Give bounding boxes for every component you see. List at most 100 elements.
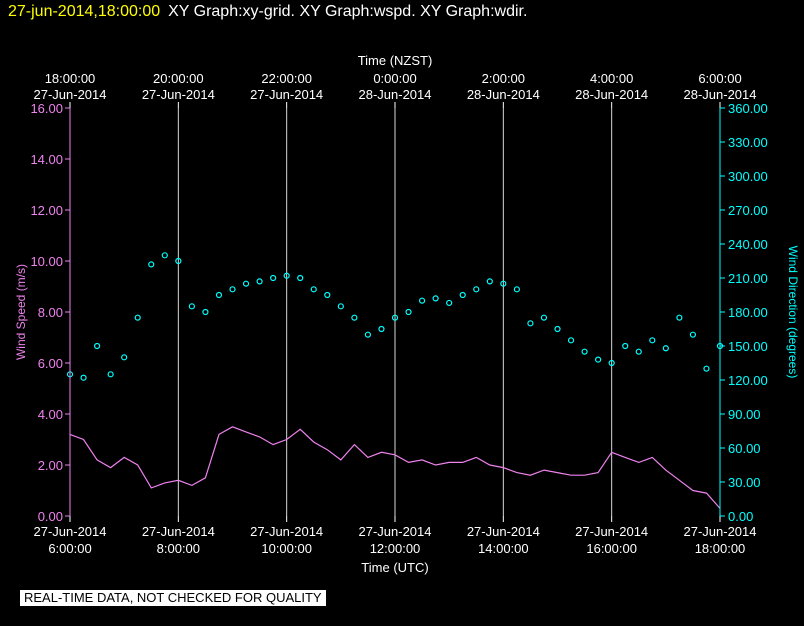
- x-tick-label-date: 27-Jun-2014: [250, 524, 323, 539]
- right-tick-label: 180.00: [728, 305, 768, 320]
- wind-direction-point: [662, 345, 669, 352]
- timestamp: 27-jun-2014,18:00:00: [8, 3, 161, 20]
- wind-direction-point: [703, 365, 710, 372]
- x-tick-label-time: 16:00:00: [586, 541, 637, 556]
- wind-direction-point: [513, 286, 520, 293]
- wind-direction-point: [242, 280, 250, 287]
- wind-direction-point: [676, 314, 683, 321]
- top-tick-label-time: 4:00:00: [590, 71, 633, 86]
- wind-direction-point: [432, 295, 439, 302]
- graph-titles: XY Graph:xy-grid. XY Graph:wspd. XY Grap…: [168, 3, 528, 20]
- wind-direction-point: [527, 320, 534, 327]
- right-tick-label: 30.00: [728, 475, 761, 490]
- wind-direction-point: [175, 257, 182, 265]
- right-tick-label: 270.00: [728, 203, 768, 218]
- top-tick-label-date: 28-Jun-2014: [684, 87, 757, 102]
- left-tick-label: 12.00: [30, 203, 63, 218]
- left-tick-label: 16.00: [30, 101, 63, 116]
- right-tick-label: 330.00: [728, 135, 768, 150]
- wind-direction-point: [391, 314, 399, 321]
- bottom-axis-label: Time (UTC): [361, 560, 428, 575]
- x-tick-label-time: 18:00:00: [695, 541, 746, 556]
- right-tick-label: 0.00: [728, 509, 753, 524]
- wind-direction-point: [283, 272, 290, 279]
- x-tick-label-date: 27-Jun-2014: [467, 524, 540, 539]
- x-tick-label-date: 27-Jun-2014: [684, 524, 757, 539]
- left-axis-label: Wind Speed (m/s): [14, 264, 28, 360]
- wind-direction-point: [107, 371, 114, 378]
- wind-direction-point: [446, 299, 453, 307]
- x-tick-label-date: 27-Jun-2014: [34, 524, 107, 539]
- left-tick-label: 6.00: [38, 356, 63, 371]
- wind-direction-point: [473, 286, 480, 293]
- x-tick-label-time: 12:00:00: [370, 541, 421, 556]
- wind-direction-point: [689, 331, 697, 338]
- wind-direction-point: [134, 314, 141, 321]
- top-tick-label-date: 27-Jun-2014: [142, 87, 215, 102]
- wind-direction-point: [297, 274, 304, 282]
- wind-direction-point: [500, 280, 507, 287]
- grid-layer: [177, 108, 613, 516]
- x-tick-label-time: 8:00:00: [157, 541, 200, 556]
- right-tick-label: 210.00: [728, 271, 768, 286]
- top-tick-label-date: 28-Jun-2014: [359, 87, 432, 102]
- x-tick-label-date: 27-Jun-2014: [142, 524, 215, 539]
- wind-direction-point: [80, 374, 87, 381]
- wind-direction-point: [486, 278, 493, 285]
- top-tick-label-time: 18:00:00: [45, 71, 96, 86]
- wind-direction-point: [270, 274, 277, 282]
- top-tick-label-time: 22:00:00: [261, 71, 312, 86]
- x-tick-label-time: 10:00:00: [261, 541, 312, 556]
- top-axis-label: Time (NZST): [358, 53, 433, 68]
- wind-direction-point: [540, 314, 548, 321]
- wind-direction-point: [649, 337, 656, 344]
- right-tick-label: 360.00: [728, 101, 768, 116]
- wind-direction-point: [378, 325, 385, 333]
- top-tick-label-date: 27-Jun-2014: [34, 87, 107, 102]
- right-tick-label: 120.00: [728, 373, 768, 388]
- wind-direction-point: [93, 342, 101, 350]
- wind-direction-point: [324, 291, 331, 299]
- left-tick-label: 4.00: [38, 407, 63, 422]
- left-tick-label: 8.00: [38, 305, 63, 320]
- wind-direction-point: [351, 314, 358, 321]
- top-tick-label-time: 2:00:00: [482, 71, 525, 86]
- x-tick-label-date: 27-Jun-2014: [359, 524, 432, 539]
- wind-direction-point: [148, 261, 155, 268]
- wind-direction-point: [256, 278, 263, 285]
- wind-direction-point: [229, 286, 236, 293]
- axes-layer: [65, 102, 725, 522]
- x-tick-label-date: 27-Jun-2014: [575, 524, 648, 539]
- top-tick-label-time: 6:00:00: [698, 71, 741, 86]
- left-tick-label: 14.00: [30, 152, 63, 167]
- right-tick-label: 300.00: [728, 169, 768, 184]
- wind-direction-point: [554, 325, 561, 333]
- top-tick-label-date: 28-Jun-2014: [575, 87, 648, 102]
- wind-direction-point: [635, 348, 642, 355]
- right-tick-label: 240.00: [728, 237, 768, 252]
- wind-direction-point: [188, 303, 195, 310]
- wind-direction-point: [364, 331, 372, 338]
- left-tick-label: 10.00: [30, 254, 63, 269]
- left-tick-label: 2.00: [38, 458, 63, 473]
- wind-direction-point: [595, 356, 602, 363]
- right-tick-label: 90.00: [728, 407, 761, 422]
- top-tick-label-date: 28-Jun-2014: [467, 87, 540, 102]
- top-tick-label-date: 27-Jun-2014: [250, 87, 323, 102]
- left-tick-label: 0.00: [38, 509, 63, 524]
- wind-direction-point: [337, 303, 344, 310]
- quality-disclaimer: REAL-TIME DATA, NOT CHECKED FOR QUALITY: [20, 590, 326, 606]
- top-tick-label-time: 0:00:00: [373, 71, 416, 86]
- wind-direction-point: [608, 359, 615, 367]
- wind-direction-point: [405, 308, 412, 316]
- wind-direction-point: [202, 308, 209, 316]
- wind-direction-point: [418, 297, 426, 304]
- top-tick-label-time: 20:00:00: [153, 71, 204, 86]
- wind-speed-line: [69, 426, 721, 509]
- wind-direction-point: [459, 291, 466, 299]
- wind-direction-point: [567, 337, 575, 344]
- wind-direction-point: [121, 354, 128, 361]
- right-axis-label: Wind Direction (degrees): [786, 246, 800, 379]
- x-tick-label-time: 14:00:00: [478, 541, 529, 556]
